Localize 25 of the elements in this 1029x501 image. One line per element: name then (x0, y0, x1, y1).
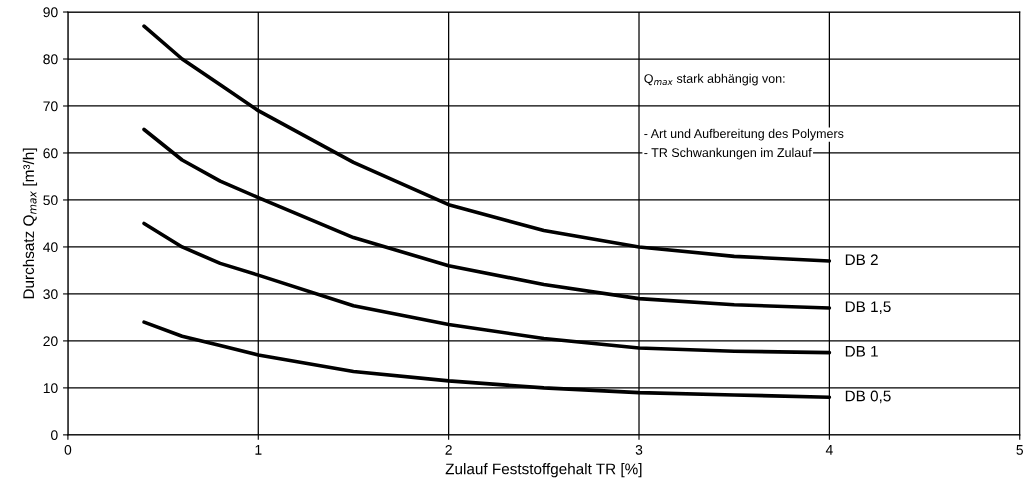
series-label: DB 2 (845, 254, 878, 265)
x-tick-label: 0 (64, 444, 72, 455)
y-tick-label: 50 (43, 195, 58, 206)
y-tick-label: 60 (43, 148, 58, 159)
annotation: - Art und Aufbereitung des Polymers (644, 128, 844, 141)
annotation: Q$_{max}$ stark abhängig von: (644, 73, 785, 86)
series-label: DB 0,5 (845, 390, 891, 404)
y-tick-label: 30 (43, 289, 58, 300)
y-tick-label: 20 (43, 336, 58, 347)
series-label: DB 1,5 (845, 301, 891, 314)
x-tick-label: 3 (635, 444, 643, 455)
y-tick-label: 70 (43, 101, 58, 112)
annotation: - TR Schwankungen im Zulauf (644, 147, 812, 160)
y-axis-title: Durchsatz Q$_{max}$ [m³/h] (22, 148, 38, 299)
x-tick-label: 1 (255, 445, 262, 455)
y-tick-label: 10 (43, 383, 58, 394)
y-tick-label: 0 (51, 430, 58, 441)
x-tick-label: 5 (1016, 445, 1024, 455)
y-tick-label: 90 (43, 7, 58, 18)
series-label: DB 1 (845, 346, 878, 357)
x-axis-title: Zulauf Feststoffgehalt TR [%] (445, 463, 642, 478)
x-tick-label: 4 (825, 445, 833, 455)
x-tick-label: 2 (445, 444, 452, 455)
y-tick-label: 80 (43, 54, 58, 65)
y-tick-label: 40 (43, 242, 58, 253)
